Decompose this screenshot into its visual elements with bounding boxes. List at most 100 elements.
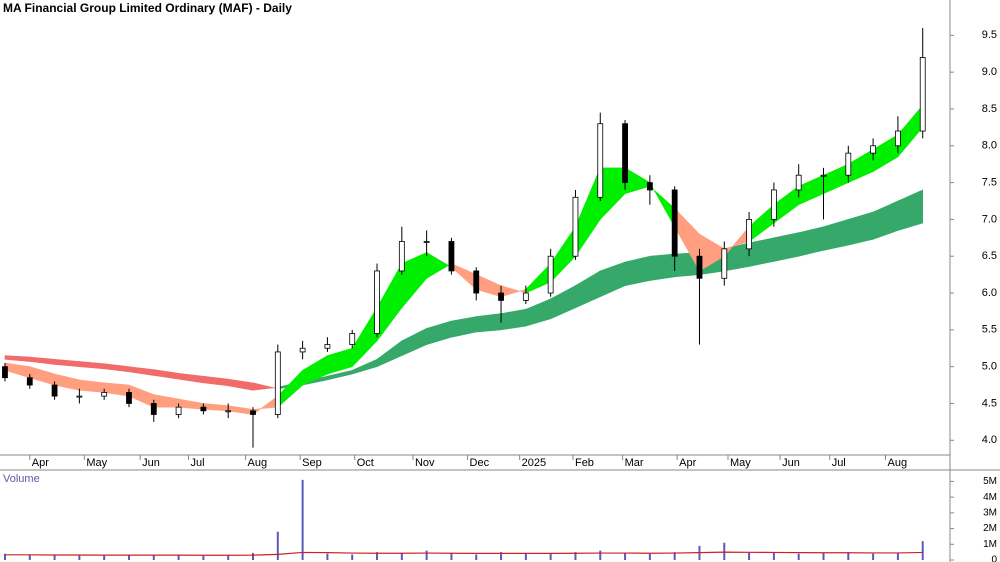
x-tick-label: Aug [888, 457, 908, 469]
volume-bar [797, 553, 800, 560]
candle-body [324, 344, 331, 349]
candle-body [26, 377, 33, 386]
candle-body [498, 292, 504, 301]
volume-bar [574, 552, 577, 560]
y-tick-label: 7.0 [982, 213, 997, 225]
volume-bar [78, 555, 81, 560]
candle-body [274, 351, 281, 415]
volume-bar [896, 552, 899, 560]
volume-bar [3, 553, 6, 560]
volume-bar [921, 541, 924, 560]
y-tick-label: 5.0 [982, 361, 997, 373]
x-tick-label: Jun [782, 457, 800, 469]
volume-bar [152, 554, 155, 560]
candle-body [2, 366, 8, 379]
ma-band-segment [773, 232, 799, 262]
volume-bar [53, 555, 56, 560]
volume-average [4, 551, 923, 556]
x-tick-label: Jul [832, 457, 846, 469]
volume-bar [648, 553, 651, 560]
y-tick-label: 4M [983, 492, 997, 503]
candle-body [225, 410, 232, 413]
x-tick-label: Mar [625, 457, 644, 469]
candle-body [646, 182, 653, 191]
candle-body [473, 270, 480, 294]
candle-body [795, 174, 802, 191]
candle-body [349, 333, 356, 345]
ma-band-segment [475, 313, 502, 333]
candle-body [696, 255, 703, 279]
candle-body [895, 130, 901, 147]
volume-bar [351, 554, 354, 560]
volume-bar [822, 552, 825, 560]
y-tick-label: 9.5 [982, 29, 997, 41]
candle-body [51, 384, 58, 397]
y-tick-label: 4.5 [982, 397, 997, 409]
volume-bar [227, 555, 230, 560]
x-tick-label: Sep [302, 457, 322, 469]
x-tick-label: Apr [32, 457, 49, 469]
volume-bar [450, 553, 453, 560]
volume-bar [326, 553, 329, 560]
volume-bar [103, 555, 106, 560]
volume-bar [673, 552, 676, 560]
volume-bar [301, 479, 304, 560]
y-tick-label: 1M [983, 539, 997, 550]
candle-body [721, 248, 728, 279]
volume-bar [549, 553, 552, 560]
x-tick-label: May [730, 457, 751, 469]
volume-bar [276, 531, 279, 560]
candle-body [919, 57, 926, 132]
x-tick-label: Dec [470, 457, 490, 469]
volume-bar [202, 555, 205, 560]
candle-body [150, 403, 157, 415]
x-tick-label: Jul [191, 457, 205, 469]
chart-title: MA Financial Group Limited Ordinary (MAF… [3, 1, 292, 15]
y-tick-label: 3M [983, 507, 997, 518]
candle-body [126, 392, 132, 404]
x-tick-label: Aug [248, 457, 268, 469]
y-tick-label: 7.5 [982, 176, 997, 188]
x-tick-label: Jun [142, 457, 160, 469]
y-tick-label: 5M [983, 476, 997, 487]
volume-bar [400, 552, 403, 560]
candle-body [770, 189, 777, 220]
candle-body [175, 406, 182, 415]
volume-bar [772, 552, 775, 560]
candle-body [746, 219, 752, 250]
candle-body [522, 292, 529, 301]
x-tick-label: May [86, 457, 107, 469]
volume-bar [748, 552, 751, 560]
candle-body [845, 152, 852, 176]
x-tick-label: Nov [415, 457, 435, 469]
candle-body [820, 174, 827, 177]
volume-bar [599, 550, 602, 560]
y-tick-label: 0 [991, 555, 997, 562]
candle-body [101, 392, 108, 397]
candle-body [423, 241, 430, 243]
volume-bar [252, 552, 255, 560]
x-tick-label: Oct [357, 457, 374, 469]
candle-body [374, 270, 380, 334]
candle-body [448, 241, 455, 272]
volume-bar [475, 554, 478, 560]
volume-bar [28, 554, 31, 560]
candle-body [299, 347, 306, 353]
volume-bar [376, 552, 379, 560]
candle-body [671, 189, 678, 257]
x-tick-label: Feb [575, 457, 594, 469]
volume-bar [524, 552, 527, 560]
volume-bar [723, 542, 726, 560]
ma-band-segment [897, 189, 924, 231]
volume-bar [425, 550, 428, 560]
y-tick-label: 2M [983, 523, 997, 534]
volume-bar [872, 553, 875, 560]
candle-body [76, 395, 83, 398]
y-tick-label: 5.5 [982, 324, 997, 336]
volume-bar [177, 555, 180, 560]
ma-band-segment [748, 237, 775, 267]
candle-body [572, 196, 579, 257]
volume-bar [847, 552, 850, 560]
y-tick-label: 9.0 [982, 66, 997, 78]
